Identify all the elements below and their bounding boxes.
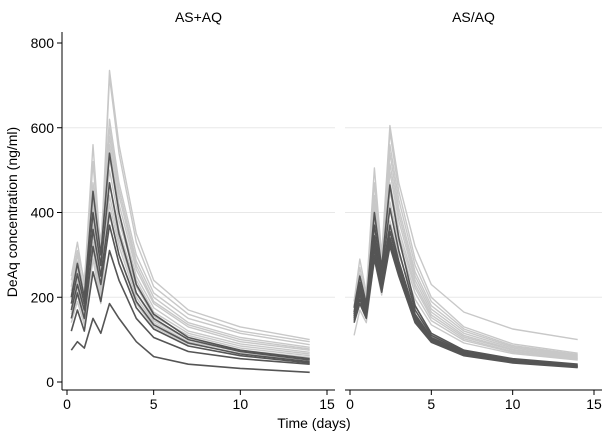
series-line-light-10 xyxy=(353,220,578,361)
y-tick-label: 600 xyxy=(31,120,55,136)
series-line-dark-14 xyxy=(70,182,310,361)
series-line-light-2 xyxy=(353,131,578,354)
x-tick-label: 10 xyxy=(233,396,249,412)
series-line-dark-18 xyxy=(70,302,310,374)
x-tick-label: 0 xyxy=(63,396,71,412)
x-tick-label: 5 xyxy=(150,396,158,412)
x-tick-label: 15 xyxy=(586,396,602,412)
x-tick-label: 0 xyxy=(346,396,354,412)
y-tick-label: 400 xyxy=(31,205,55,221)
y-axis-label: DeAq concentration (ng/ml) xyxy=(4,127,20,297)
series-line-dark-17 xyxy=(70,249,310,365)
x-tick-label: 5 xyxy=(427,396,435,412)
x-axis-label: Time (days) xyxy=(277,415,350,431)
y-tick-label: 0 xyxy=(46,374,54,390)
series-line-dark-13 xyxy=(70,152,310,360)
x-tick-label: 15 xyxy=(319,396,335,412)
panel-title: AS/AQ xyxy=(452,9,495,25)
series-line-dark-16 xyxy=(70,224,310,364)
series-line-dark-15 xyxy=(353,237,578,368)
series-line-light-3 xyxy=(70,118,310,346)
series-line-dark-17 xyxy=(353,245,578,369)
series-line-light-1 xyxy=(353,124,578,341)
chart-panel-1: AS+AQ 0 5 10 15 0 200 400 600 800 xyxy=(31,9,335,412)
y-tick-label: 800 xyxy=(31,35,55,51)
panel-title: AS+AQ xyxy=(175,9,222,25)
x-tick-label: 10 xyxy=(505,396,521,412)
series-line-dark-11 xyxy=(353,184,578,365)
series-line-dark-15 xyxy=(70,211,310,363)
y-tick-label: 200 xyxy=(31,289,55,305)
chart-panel-2: AS/AQ 0 5 10 15 xyxy=(345,9,602,412)
